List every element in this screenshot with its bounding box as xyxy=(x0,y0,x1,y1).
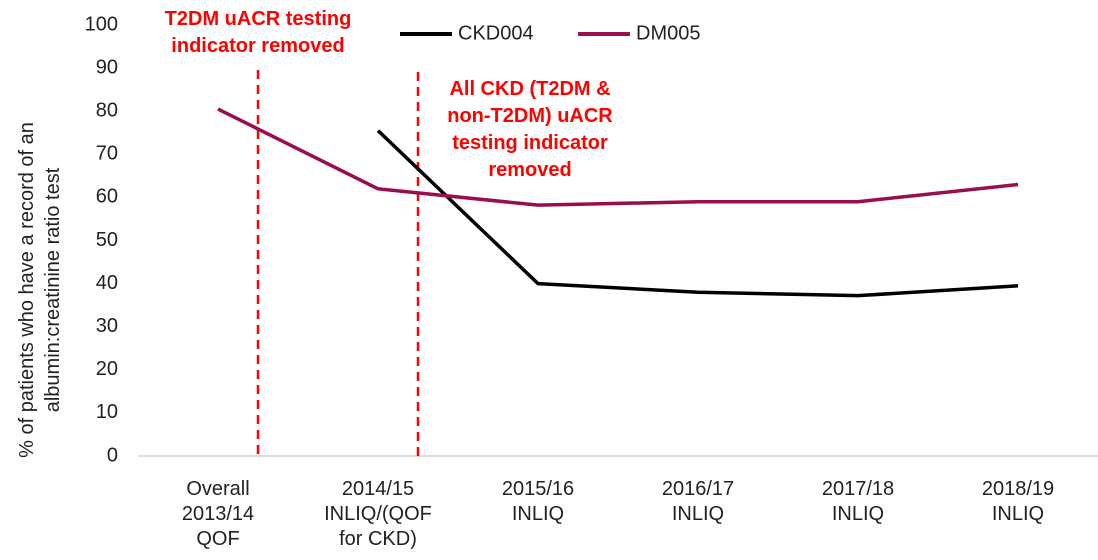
annotation-line: non-T2DM) uACR xyxy=(447,105,613,127)
y-tick-label: 40 xyxy=(96,272,118,294)
x-tick-label-line: 2018/19 xyxy=(982,478,1054,500)
x-tick-label: 2016/17 INLIQ xyxy=(662,478,734,525)
y-tick-label: 60 xyxy=(96,186,118,208)
annotation-line: removed xyxy=(488,159,571,181)
x-tick-label-line: INLIQ xyxy=(512,503,564,525)
annotation-line: All CKD (T2DM & xyxy=(449,78,610,100)
y-axis-label: % of patients who have a record of an alb… xyxy=(16,122,64,458)
x-tick-label: 2014/15 INLIQ/(QOF for CKD) xyxy=(324,478,432,550)
x-tick-label-line: Overall xyxy=(186,478,249,500)
y-tick-label: 90 xyxy=(96,56,118,78)
x-tick-label-line: for CKD) xyxy=(339,528,417,550)
x-tick-label-line: 2015/16 xyxy=(502,478,574,500)
y-tick-label: 20 xyxy=(96,358,118,380)
series-line xyxy=(217,107,1019,207)
x-tick-label-line: INLIQ xyxy=(672,503,724,525)
x-tick-label-line: INLIQ xyxy=(992,503,1044,525)
legend-label: CKD004 xyxy=(458,22,534,44)
legend-label: DM005 xyxy=(636,22,700,44)
annotation-line: T2DM uACR testing xyxy=(165,8,352,30)
y-tick-label: 80 xyxy=(96,99,118,121)
x-tick-label: Overall 2013/14 QOF xyxy=(182,478,254,550)
x-tick-label-line: 2017/18 xyxy=(822,478,894,500)
x-tick-label: 2015/16 INLIQ xyxy=(502,478,574,525)
x-tick-label: 2017/18 INLIQ xyxy=(822,478,894,525)
annotation-line: indicator removed xyxy=(171,35,344,57)
y-axis-label-line: % of patients who have a record of an xyxy=(16,122,38,458)
y-tick-label: 70 xyxy=(96,143,118,165)
x-tick-label-line: 2014/15 xyxy=(342,478,414,500)
series-line xyxy=(376,129,1019,298)
annotation: All CKD (T2DM & non-T2DM) uACR testing ind… xyxy=(447,78,613,181)
x-tick-label-line: 2013/14 xyxy=(182,503,254,525)
y-axis-label-line: albumin:creatinine ratio test xyxy=(42,167,64,412)
y-tick-label: 0 xyxy=(107,444,118,466)
y-tick-label: 50 xyxy=(96,229,118,251)
x-tick-label-line: INLIQ/(QOF xyxy=(324,503,432,525)
annotation-line: testing indicator xyxy=(452,132,608,154)
x-tick-label-line: 2016/17 xyxy=(662,478,734,500)
y-tick-label: 100 xyxy=(85,13,118,35)
x-tick-label-line: QOF xyxy=(196,528,239,550)
x-tick-label-line: INLIQ xyxy=(832,503,884,525)
y-tick-label: 10 xyxy=(96,401,118,423)
x-tick-label: 2018/19 INLIQ xyxy=(982,478,1054,525)
y-tick-label: 30 xyxy=(96,315,118,337)
annotation: T2DM uACR testing indicator removed xyxy=(165,8,352,57)
